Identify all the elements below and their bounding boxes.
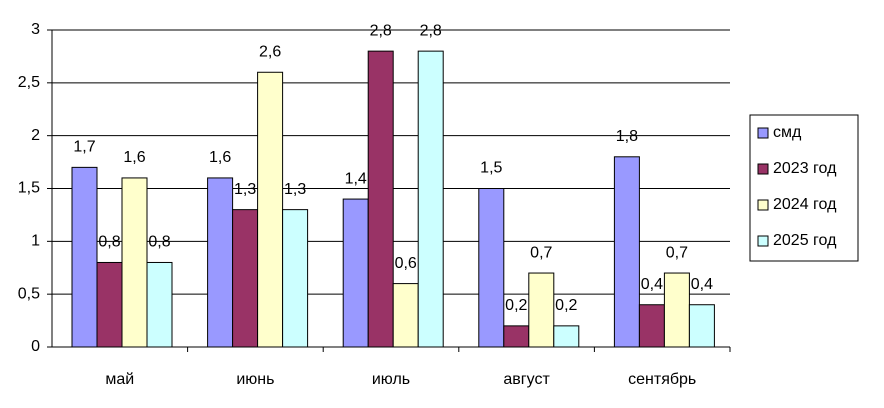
bar: [257, 71, 284, 348]
value-label: 0,4: [691, 276, 713, 293]
bar: [392, 283, 419, 348]
bar: [342, 198, 369, 348]
value-label: 0,4: [641, 276, 663, 293]
legend-swatch: [757, 127, 769, 139]
value-label: 0,8: [148, 234, 170, 251]
value-label: 2,6: [259, 43, 281, 60]
value-label: 1,4: [345, 170, 367, 187]
value-label: 1,3: [234, 181, 256, 198]
legend-label: смд: [773, 124, 802, 141]
bar: [146, 261, 173, 348]
bar: [553, 325, 580, 348]
x-tick-label: май: [105, 371, 134, 388]
bar: [71, 166, 98, 348]
value-label: 1,8: [616, 128, 638, 145]
value-label: 1,7: [73, 139, 95, 156]
bar: [282, 209, 309, 348]
value-label: 1,6: [209, 149, 231, 166]
value-label: 0,7: [530, 244, 552, 261]
legend-label: 2023 год: [773, 160, 837, 177]
value-label: 2,8: [370, 22, 392, 39]
x-tick-label: июль: [372, 371, 410, 388]
x-tick-label: сентябрь: [628, 371, 696, 388]
value-label: 1,6: [123, 149, 145, 166]
bar: [528, 272, 555, 348]
legend-label: 2025 год: [773, 232, 837, 249]
value-label: 0,2: [505, 297, 527, 314]
legend-swatch: [757, 163, 769, 175]
bar: [503, 325, 530, 348]
y-tick-label: 0,5: [18, 285, 40, 302]
legend-swatch: [757, 235, 769, 247]
value-label: 0,8: [98, 234, 120, 251]
y-tick-label: 0: [31, 338, 40, 355]
value-label: 0,2: [555, 297, 577, 314]
value-label: 1,3: [284, 181, 306, 198]
x-tick-label: август: [503, 371, 550, 388]
y-tick-label: 3: [31, 21, 40, 38]
x-tick-label: июнь: [236, 371, 274, 388]
bar: [232, 209, 259, 348]
bar: [207, 177, 234, 348]
bar: [613, 156, 640, 348]
y-tick-label: 2,5: [18, 74, 40, 91]
value-label: 0,6: [395, 255, 417, 272]
bar: [367, 50, 394, 348]
legend-label: 2024 год: [773, 196, 837, 213]
bar: [121, 177, 148, 348]
y-tick-label: 1: [31, 233, 40, 250]
bar: [663, 272, 690, 348]
y-tick-label: 2: [31, 127, 40, 144]
bar: [638, 304, 665, 348]
value-label: 1,5: [480, 160, 502, 177]
y-tick-label: 1,5: [18, 180, 40, 197]
bar: [688, 304, 715, 348]
bar: [96, 261, 123, 348]
bar: [417, 50, 444, 348]
value-label: 2,8: [420, 22, 442, 39]
legend-swatch: [757, 199, 769, 211]
bar: [478, 188, 505, 348]
value-label: 0,7: [666, 244, 688, 261]
